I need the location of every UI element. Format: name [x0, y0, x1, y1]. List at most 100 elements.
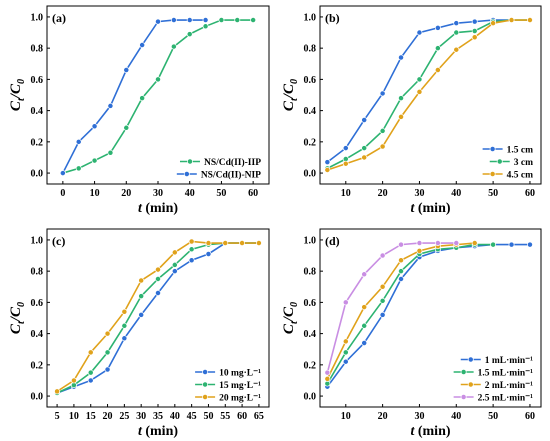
y-tick-label: 0.0 [304, 169, 317, 180]
data-point [379, 311, 386, 318]
legend-label: 10 mg·L⁻¹ [219, 369, 261, 379]
data-point [379, 127, 386, 134]
data-point [155, 276, 161, 282]
data-point [434, 67, 441, 73]
data-point [398, 257, 404, 264]
data-point [138, 311, 145, 318]
series-1 [324, 241, 497, 387]
panel-a: 0 10 20 30 40 50 60 0.0 0.2 0.4 0.6 0.8 1.0 t (min) Ct… [8, 5, 270, 216]
x-tick-label: 35 [153, 411, 163, 422]
data-point [107, 102, 114, 109]
y-tick-label: 0.6 [304, 75, 317, 86]
data-point [91, 123, 98, 130]
plot-frame [319, 228, 542, 408]
y-axis-label: Ct/C0 [8, 302, 27, 334]
data-point [416, 240, 423, 247]
data-point [416, 247, 423, 254]
data-point [471, 240, 478, 247]
data-point [239, 240, 246, 247]
data-point [155, 18, 161, 25]
data-point [170, 17, 177, 24]
data-point [188, 257, 195, 264]
data-point [342, 358, 349, 365]
data-point [416, 88, 423, 95]
panel-tag: (b) [325, 11, 340, 25]
data-point [121, 335, 128, 342]
data-point [453, 240, 460, 247]
legend: 1 mL·min⁻¹ 1.5 mL·min⁻¹ 2 mL·min⁻¹ 2.5 mL·m… [453, 356, 533, 404]
data-point [379, 283, 386, 290]
data-point [107, 149, 114, 156]
data-point [471, 18, 478, 25]
y-tick-label: 1.0 [31, 12, 44, 23]
data-point [70, 377, 77, 384]
data-point [75, 165, 82, 172]
data-point [361, 304, 368, 311]
legend-marker [183, 171, 190, 177]
legend-label: NS/Cd(II)-NIP [201, 170, 261, 181]
data-point [508, 241, 515, 248]
legend-label: NS/Cd(II)-IIP [204, 157, 261, 168]
data-point [255, 240, 262, 247]
data-point [398, 54, 404, 61]
legend-label: 2 mL·min⁻¹ [485, 381, 533, 391]
series-line [326, 243, 530, 388]
x-tick-label: 30 [136, 411, 146, 422]
y-tick-label: 0.2 [304, 360, 317, 371]
legend-marker [202, 369, 209, 375]
data-point [171, 268, 178, 275]
y-tick-label: 0.2 [304, 137, 317, 148]
x-tick-label: 10 [341, 188, 351, 199]
series-3 [324, 240, 460, 376]
series-1 [59, 17, 209, 177]
data-point [188, 246, 195, 253]
legend-label: 4.5 cm [507, 171, 533, 181]
data-point [342, 145, 349, 152]
data-point [87, 349, 94, 356]
x-tick-label: 50 [216, 188, 226, 199]
legend-marker [467, 356, 474, 363]
data-point [138, 277, 145, 284]
data-point [398, 276, 404, 282]
x-tick-label: 50 [203, 411, 213, 422]
x-tick-label: 50 [488, 188, 498, 199]
data-point [186, 31, 193, 38]
y-axis-label: Ct/C0 [281, 79, 300, 111]
panel-b: 10 20 30 40 50 60 0.0 0.2 0.4 0.6 0.8 1.0 t (min) Ct/… [281, 5, 542, 216]
panel-tag: (a) [52, 11, 66, 25]
data-point [121, 308, 128, 315]
data-point [434, 24, 441, 31]
panel-tag: (d) [325, 234, 340, 248]
legend-label: 1 mL·min⁻¹ [485, 356, 533, 366]
data-point [453, 20, 460, 27]
x-tick-label: 40 [170, 411, 180, 422]
data-point [416, 76, 423, 83]
data-point [361, 340, 368, 346]
data-point [234, 17, 241, 24]
data-point [342, 160, 349, 167]
x-tick-label: 40 [451, 188, 461, 199]
data-point [87, 377, 94, 384]
legend-marker [496, 158, 503, 165]
data-point [379, 90, 386, 97]
data-point [104, 349, 111, 356]
y-tick-label: 0.2 [31, 360, 44, 371]
data-point [398, 113, 404, 120]
data-point [490, 241, 497, 248]
data-point [202, 17, 209, 24]
data-point [453, 46, 460, 53]
x-tick-label: 60 [237, 411, 247, 422]
data-point [155, 290, 161, 296]
data-point [139, 42, 146, 48]
y-axis-label: Ct/C0 [281, 302, 300, 334]
x-tick-label: 30 [414, 188, 424, 199]
data-point [324, 369, 331, 376]
x-tick-label: 5 [55, 411, 60, 422]
y-tick-label: 0.8 [31, 44, 44, 55]
y-tick-label: 0.2 [31, 137, 44, 148]
legend: 1.5 cm 3 cm 4.5 cm [482, 146, 533, 181]
data-point [342, 299, 349, 306]
x-tick-label: 30 [153, 188, 163, 199]
data-point [155, 76, 161, 83]
